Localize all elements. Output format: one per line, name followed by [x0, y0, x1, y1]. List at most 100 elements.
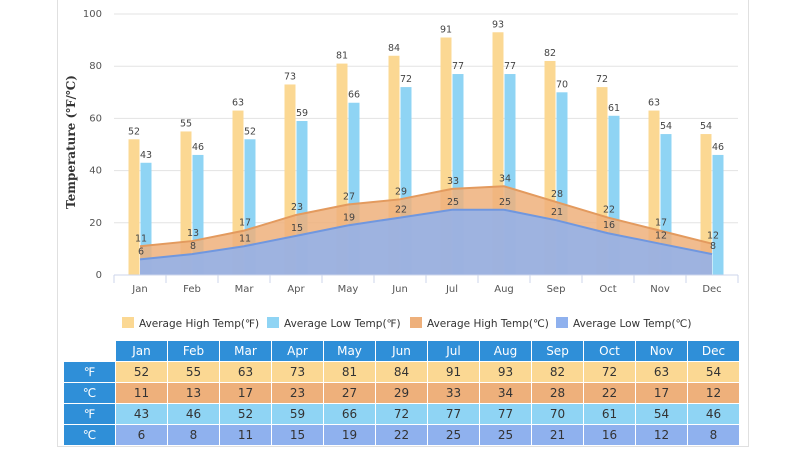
x-tick-label-10: Nov — [650, 284, 670, 295]
x-tick-label-5: Jun — [391, 284, 408, 295]
area-label-0-jan: 11 — [135, 233, 147, 244]
bar-label-0-jul: 91 — [440, 24, 452, 35]
x-tick-label-11: Dec — [702, 284, 721, 295]
table-header-aug: Aug — [480, 341, 531, 361]
table-row-0: ℉ 52 55 63 73 81 84 91 93 82 72 63 54 — [64, 362, 739, 382]
table-cell-1-sep: 28 — [532, 383, 583, 403]
table-cell-2-nov: 54 — [636, 404, 687, 424]
area-label-0-dec: 12 — [707, 231, 719, 242]
area-label-1-jun: 22 — [395, 205, 407, 216]
table-cell-3-may: 19 — [324, 425, 375, 445]
area-label-0-may: 27 — [343, 192, 355, 203]
bar-label-0-aug: 93 — [492, 19, 504, 30]
table-cell-1-dec: 12 — [688, 383, 739, 403]
bar-0-jan — [128, 139, 140, 275]
bar-0-may — [336, 63, 348, 276]
area-1 — [140, 209, 712, 275]
area-line-1 — [139, 208, 713, 261]
bar-0-mar — [232, 110, 244, 275]
area-label-0-mar: 17 — [239, 218, 251, 229]
area-label-0-nov: 17 — [655, 218, 667, 229]
y-tick-label-1: 20 — [89, 218, 102, 229]
bars — [128, 32, 724, 276]
bar-1-aug — [504, 74, 516, 275]
table-header-feb: Feb — [168, 341, 219, 361]
table-cell-1-jan: 11 — [116, 383, 167, 403]
area-line-0 — [139, 185, 713, 248]
bar-1-nov — [660, 134, 672, 275]
x-tick-label-1: Feb — [183, 284, 201, 295]
table-header-may: May — [324, 341, 375, 361]
x-axis: Jan Feb Mar Apr May Jun Jul Aug Sep Oct Nov Dec — [113, 274, 739, 295]
bar-label-0-may: 81 — [336, 51, 348, 62]
table-cell-2-mar: 52 — [220, 404, 271, 424]
area-label-1-apr: 15 — [291, 223, 303, 234]
table-cell-2-jul: 77 — [428, 404, 479, 424]
temperature-table: Jan Feb Mar Apr May Jun Jul Aug Sep Oct Nov Dec ℉ 52… — [63, 340, 740, 446]
bar-0-oct — [596, 87, 608, 275]
legend[interactable]: Average High Temp(℉) Average Low Temp(℉) A… — [122, 317, 691, 330]
table-unit-cell: ℃ — [64, 383, 115, 403]
legend-label-0: Average High Temp(℉) — [139, 318, 259, 330]
bar-label-1-aug: 77 — [504, 61, 516, 72]
bar-label-1-oct: 61 — [608, 103, 620, 114]
area-label-1-nov: 12 — [655, 231, 667, 242]
area-label-0-aug: 34 — [499, 173, 511, 184]
bar-label-1-feb: 46 — [192, 142, 204, 153]
bar-label-0-mar: 63 — [232, 98, 244, 109]
x-tick-label-2: Mar — [235, 284, 255, 295]
bar-label-1-jan: 43 — [140, 150, 152, 161]
table-header-sep: Sep — [532, 341, 583, 361]
area-label-1-jul: 25 — [447, 197, 459, 208]
bar-1-mar — [244, 139, 256, 275]
bar-1-feb — [192, 154, 204, 275]
table-cell-2-sep: 70 — [532, 404, 583, 424]
x-tick-label-4: May — [338, 284, 359, 295]
table-cell-0-may: 81 — [324, 362, 375, 382]
legend-item-2[interactable]: Average High Temp(℃) — [410, 317, 549, 330]
y-axis-label: Temperature (℉/℃) — [64, 75, 78, 209]
table-cell-3-aug: 25 — [480, 425, 531, 445]
table-cell-0-jan: 52 — [116, 362, 167, 382]
bar-label-0-oct: 72 — [596, 74, 608, 85]
table-header-apr: Apr — [272, 341, 323, 361]
area-label-0-apr: 23 — [291, 202, 303, 213]
area-label-0-sep: 28 — [551, 189, 563, 200]
table-cell-3-sep: 21 — [532, 425, 583, 445]
y-tick-label-4: 80 — [89, 61, 102, 72]
table-header-jan: Jan — [116, 341, 167, 361]
table-cell-0-dec: 54 — [688, 362, 739, 382]
table-cell-1-nov: 17 — [636, 383, 687, 403]
bar-1-jun — [400, 87, 412, 275]
table-cell-1-oct: 22 — [584, 383, 635, 403]
x-tick-label-6: Jul — [445, 284, 458, 295]
legend-item-1[interactable]: Average Low Temp(℉) — [267, 317, 401, 330]
table-header-mar: Mar — [220, 341, 271, 361]
table-cell-3-jan: 6 — [116, 425, 167, 445]
bar-label-1-sep: 70 — [556, 79, 568, 90]
table-cell-3-feb: 8 — [168, 425, 219, 445]
bar-label-0-sep: 82 — [544, 48, 556, 59]
y-tick-label-3: 60 — [89, 113, 102, 124]
table-cell-2-oct: 61 — [584, 404, 635, 424]
legend-label-2: Average High Temp(℃) — [427, 318, 549, 330]
table-cell-3-dec: 8 — [688, 425, 739, 445]
table-row-1: ℃ 11 13 17 23 27 29 33 34 28 22 17 12 — [64, 383, 739, 403]
table-cell-1-jun: 29 — [376, 383, 427, 403]
bar-label-1-may: 66 — [348, 90, 360, 101]
bar-label-1-jun: 72 — [400, 74, 412, 85]
bar-0-nov — [648, 110, 660, 275]
x-tick-label-7: Aug — [494, 284, 514, 295]
bar-1-oct — [608, 115, 620, 275]
y-axis: 0 20 40 60 80 100 — [83, 9, 102, 281]
legend-item-0[interactable]: Average High Temp(℉) — [122, 317, 259, 330]
area-label-1-dec: 8 — [710, 241, 716, 252]
legend-item-3[interactable]: Average Low Temp(℃) — [556, 317, 691, 330]
table-cell-2-feb: 46 — [168, 404, 219, 424]
table-header-row: Jan Feb Mar Apr May Jun Jul Aug Sep Oct Nov Dec — [64, 341, 739, 361]
table-cell-0-jul: 91 — [428, 362, 479, 382]
area-label-1-jan: 6 — [138, 246, 144, 257]
table-cell-1-apr: 23 — [272, 383, 323, 403]
bar-0-feb — [180, 131, 192, 275]
x-tick-label-0: Jan — [131, 284, 147, 295]
